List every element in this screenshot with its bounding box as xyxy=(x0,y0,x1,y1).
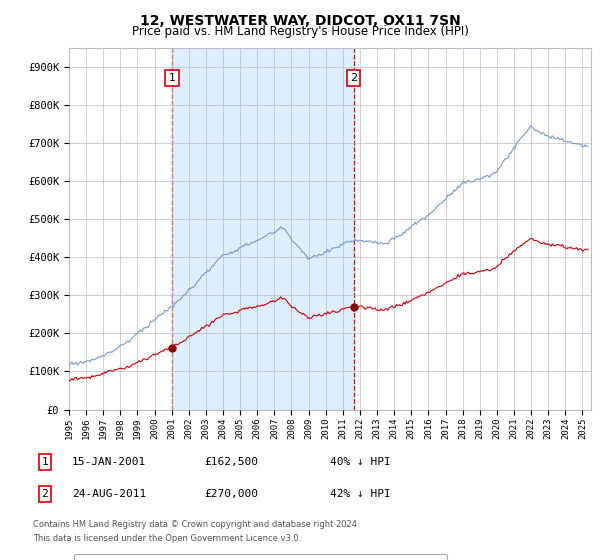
Text: 12, WESTWATER WAY, DIDCOT, OX11 7SN: 12, WESTWATER WAY, DIDCOT, OX11 7SN xyxy=(140,14,460,28)
Text: 42% ↓ HPI: 42% ↓ HPI xyxy=(330,489,391,499)
Text: £162,500: £162,500 xyxy=(204,457,258,467)
Text: 1: 1 xyxy=(169,73,175,83)
Text: 24-AUG-2011: 24-AUG-2011 xyxy=(72,489,146,499)
Text: 15-JAN-2001: 15-JAN-2001 xyxy=(72,457,146,467)
Text: Contains HM Land Registry data © Crown copyright and database right 2024.: Contains HM Land Registry data © Crown c… xyxy=(33,520,359,529)
Text: 1: 1 xyxy=(41,457,49,467)
Text: 2: 2 xyxy=(41,489,49,499)
Text: This data is licensed under the Open Government Licence v3.0.: This data is licensed under the Open Gov… xyxy=(33,534,301,543)
Text: 40% ↓ HPI: 40% ↓ HPI xyxy=(330,457,391,467)
Bar xyxy=(172,48,353,409)
Text: £270,000: £270,000 xyxy=(204,489,258,499)
Text: 2: 2 xyxy=(350,73,357,83)
Legend: 12, WESTWATER WAY, DIDCOT, OX11 7SN (detached house), HPI: Average price, detach: 12, WESTWATER WAY, DIDCOT, OX11 7SN (det… xyxy=(74,554,447,560)
Text: Price paid vs. HM Land Registry's House Price Index (HPI): Price paid vs. HM Land Registry's House … xyxy=(131,25,469,38)
